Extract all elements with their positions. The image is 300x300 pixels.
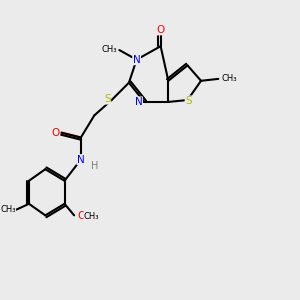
Text: O: O	[157, 25, 165, 35]
Text: CH₃: CH₃	[102, 45, 117, 54]
Text: CH₃: CH₃	[221, 74, 237, 83]
Text: N: N	[77, 154, 85, 165]
Text: N: N	[135, 97, 142, 107]
Text: CH₃: CH₃	[0, 205, 16, 214]
Text: N: N	[133, 55, 140, 65]
Text: O: O	[77, 211, 85, 221]
Text: CH₃: CH₃	[84, 212, 99, 221]
Text: H: H	[91, 161, 98, 171]
Text: S: S	[104, 94, 111, 104]
Text: S: S	[185, 96, 192, 106]
Text: O: O	[52, 128, 60, 138]
